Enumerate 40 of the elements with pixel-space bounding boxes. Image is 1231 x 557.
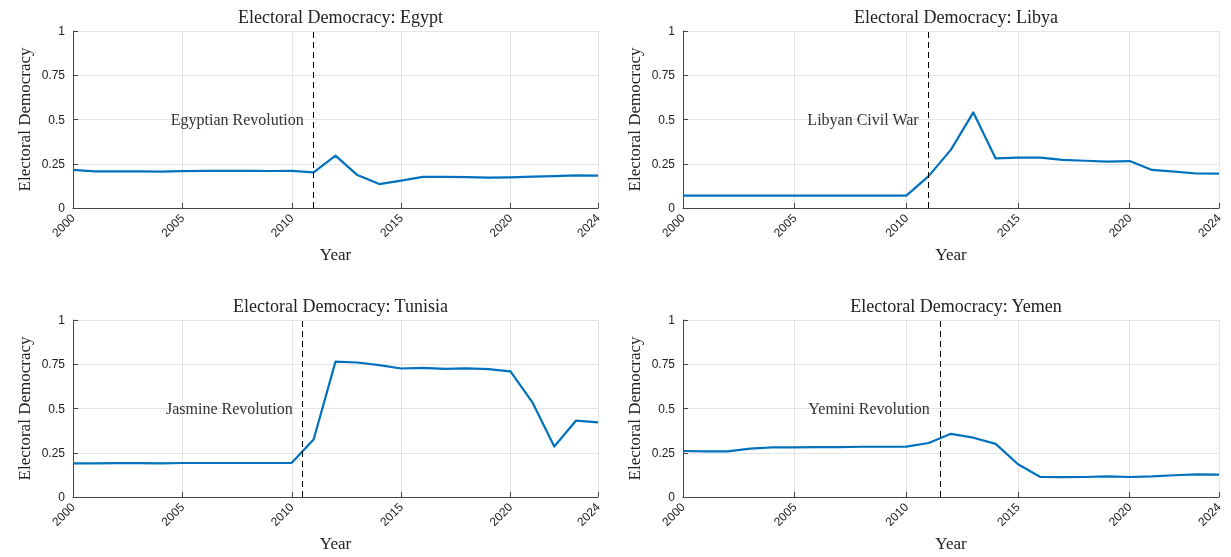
line-series (71, 154, 600, 186)
line-series (681, 111, 1221, 197)
y-axis-title: Electoral Democracy (625, 47, 644, 192)
y-tick-label: 0.5 (658, 401, 676, 416)
x-axis-title: Year (319, 245, 352, 264)
y-tick-label: 0.5 (658, 112, 676, 127)
ref-line-label: Yemini Revolution (808, 400, 930, 417)
line-series (681, 432, 1221, 479)
ref-line-label: Jasmine Revolution (166, 400, 293, 417)
x-axis-title: Year (319, 534, 352, 553)
y-tick-label: 0.5 (48, 401, 66, 416)
ref-line-label: Libyan Civil War (807, 111, 920, 129)
ref-line-label: Egyptian Revolution (170, 111, 304, 129)
y-tick-label: 0.25 (41, 156, 66, 171)
y-tick-label: 0 (58, 201, 66, 215)
chart-title: Electoral Democracy: Yemen (850, 296, 1062, 316)
y-tick-label: 0.25 (651, 445, 676, 460)
y-axis-title: Electoral Democracy (15, 47, 34, 192)
y-tick-label: 1 (58, 313, 66, 327)
y-axis-title: Electoral Democracy (15, 336, 34, 481)
y-tick-label: 0.75 (651, 68, 676, 83)
y-tick-label: 0.25 (651, 156, 676, 171)
chart-title: Electoral Democracy: Tunisia (233, 296, 448, 316)
y-tick-label: 1 (58, 24, 66, 38)
y-tick-label: 0.75 (41, 357, 66, 372)
y-tick-label: 0.75 (651, 357, 676, 372)
y-axis-title: Electoral Democracy (625, 336, 644, 481)
y-tick-label: 0.25 (41, 445, 66, 460)
y-tick-label: 0 (668, 490, 676, 504)
y-tick-label: 1 (668, 313, 676, 327)
chart-title: Electoral Democracy: Egypt (238, 7, 443, 27)
y-tick-label: 0 (668, 201, 676, 215)
y-tick-label: 0.75 (41, 68, 66, 83)
line-series (71, 360, 600, 465)
chart-title: Electoral Democracy: Libya (854, 7, 1058, 27)
y-tick-label: 0.5 (48, 112, 66, 127)
x-axis-title: Year (935, 245, 967, 264)
y-tick-label: 0 (58, 490, 66, 504)
x-axis-title: Year (935, 534, 967, 553)
y-tick-label: 1 (668, 24, 676, 38)
